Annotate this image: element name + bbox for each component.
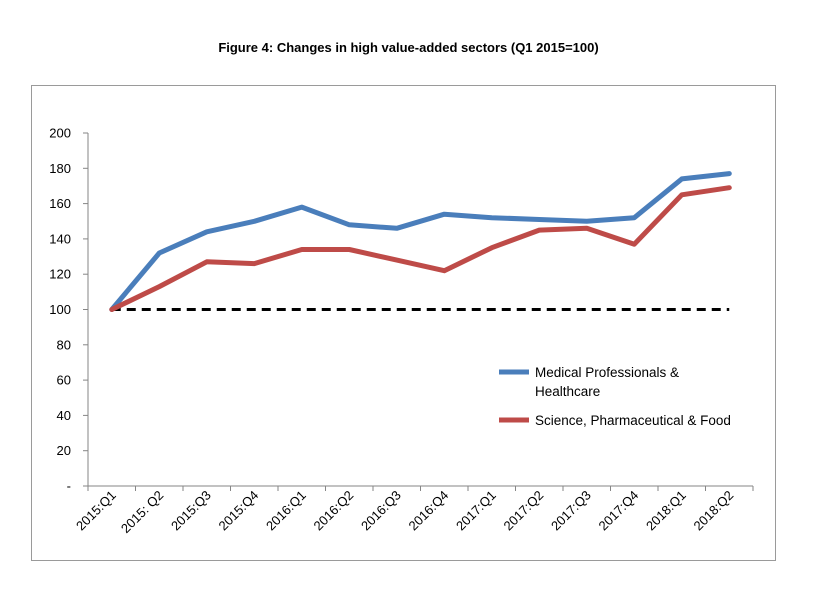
data-point — [443, 270, 445, 272]
x-tick-label: 2015:Q4 — [215, 488, 261, 534]
y-tick-label: 140 — [49, 231, 71, 246]
x-tick-label: 2016:Q3 — [358, 488, 404, 534]
data-point — [681, 194, 683, 196]
data-point — [681, 178, 683, 180]
data-point — [728, 187, 730, 189]
data-point — [491, 247, 493, 249]
data-point — [206, 261, 208, 263]
data-point — [586, 227, 588, 229]
data-point — [538, 218, 540, 220]
data-point — [396, 259, 398, 261]
y-tick-label: 200 — [49, 126, 71, 141]
y-tick-label: 60 — [57, 373, 71, 388]
x-tick-label: 2018:Q1 — [643, 488, 689, 534]
chart-frame — [31, 85, 776, 561]
x-tick-label: 2017:Q3 — [548, 488, 594, 534]
data-point — [396, 227, 398, 229]
x-tick-label: 2017:Q1 — [453, 488, 499, 534]
y-tick-label: 80 — [57, 337, 71, 352]
legend-label-2: Science, Pharmaceutical & Food — [535, 413, 731, 428]
chart-title: Figure 4: Changes in high value-added se… — [218, 40, 599, 55]
data-point — [633, 217, 635, 219]
y-tick-label: 100 — [49, 302, 71, 317]
series-line-1 — [109, 171, 732, 312]
data-point — [206, 231, 208, 233]
legend-label-1: Medical Professionals & — [535, 365, 679, 380]
y-tick-label: 160 — [49, 196, 71, 211]
data-point — [301, 206, 303, 208]
x-tick-label: 2015: Q2 — [118, 488, 166, 536]
data-point — [158, 286, 160, 288]
data-point — [301, 248, 303, 250]
legend-label-1: Healthcare — [535, 384, 600, 399]
data-point — [348, 224, 350, 226]
data-point — [348, 248, 350, 250]
y-tick-label: 180 — [49, 161, 71, 176]
x-tick-label: 2017:Q4 — [595, 488, 641, 534]
x-tick-label: 2018:Q2 — [690, 488, 736, 534]
data-point — [728, 173, 730, 175]
series-line-2 — [109, 185, 732, 312]
y-tick-label: 20 — [57, 443, 71, 458]
x-tick-label: 2017:Q2 — [500, 488, 546, 534]
y-tick-label: 120 — [49, 267, 71, 282]
data-point — [443, 213, 445, 215]
data-point — [538, 229, 540, 231]
x-tick-label: 2015:Q1 — [73, 488, 119, 534]
data-point — [491, 217, 493, 219]
data-point — [253, 263, 255, 265]
data-point — [111, 309, 113, 310]
x-tick-label: 2016:Q1 — [263, 488, 309, 534]
x-tick-label: 2015:Q3 — [168, 488, 214, 534]
data-point — [158, 252, 160, 254]
y-tick-label: 40 — [57, 408, 71, 423]
data-point — [586, 220, 588, 222]
data-point — [253, 220, 255, 222]
data-point — [633, 243, 635, 245]
x-tick-label: 2016:Q4 — [405, 488, 451, 534]
y-tick-label: - — [67, 479, 71, 494]
x-tick-label: 2016:Q2 — [310, 488, 356, 534]
